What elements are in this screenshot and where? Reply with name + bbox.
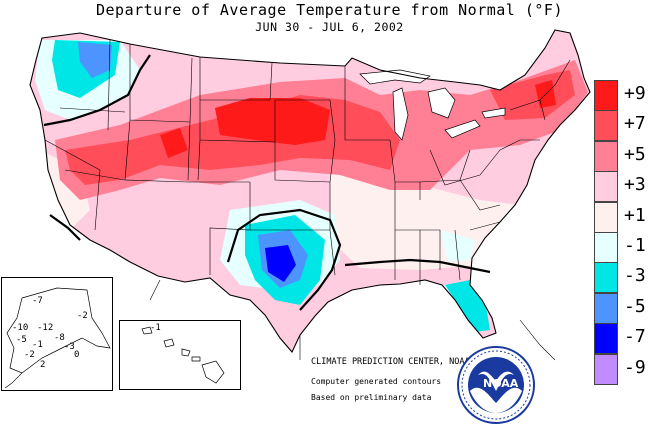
alaska-label: -8: [54, 333, 65, 343]
alaska-label: -3: [64, 342, 75, 352]
map-title: Departure of Average Temperature from No…: [95, 1, 563, 19]
zero-contour-northwest: [43, 54, 151, 127]
legend-row: -3: [594, 262, 656, 294]
fill-plus9-dakotas: [215, 98, 330, 145]
legend-swatch: [594, 80, 618, 111]
legend-label: -5: [624, 295, 646, 317]
legend-label: -7: [624, 326, 646, 348]
credit-center: CLIMATE PREDICTION CENTER, NOAA: [311, 357, 470, 367]
zero-contour-texas: [226, 208, 342, 311]
legend-row: -7: [594, 323, 656, 355]
noaa-logo-icon: [457, 346, 535, 424]
legend-row: +1: [594, 201, 656, 233]
alaska-inset: -7 -10 -12 -8 -5 -1 -3 -2 0 2 -2: [1, 277, 113, 391]
legend-swatch: [594, 292, 618, 324]
lake-huron: [427, 87, 456, 119]
great-lakes: [359, 69, 506, 141]
legend-label: +1: [624, 204, 646, 226]
credit-line2: Based on preliminary data: [311, 393, 432, 402]
fill-plus9-wyoming: [160, 128, 188, 158]
legend-row: +3: [594, 171, 656, 203]
state-boundaries: [44, 39, 571, 285]
zero-contour-california: [49, 214, 81, 241]
alaska-label: -7: [32, 296, 43, 306]
legend-swatch: [594, 323, 618, 355]
alaska-label: -10: [12, 323, 29, 333]
us-outline: [29, 29, 591, 354]
alaska-label: 0: [74, 350, 80, 360]
date-range: JUN 30 - JUL 6, 2002: [255, 20, 404, 34]
credit-line1: Computer generated contours: [311, 377, 442, 386]
fill-minus1-southeast: [440, 230, 475, 262]
alaska-outline: [6, 287, 111, 374]
fill-minus5-northwest: [78, 42, 112, 78]
legend-row: +9: [594, 80, 656, 111]
fill-minus7-texas: [265, 245, 296, 282]
alaska-label: -2: [77, 311, 88, 321]
alaska-label: -1: [32, 340, 43, 350]
legend-swatch: [594, 140, 618, 172]
legend-row: +7: [594, 110, 656, 142]
lake-ontario: [481, 107, 506, 119]
temperature-legend: +9 +7 +5 +3 +1 -1 -3 -5 -7 -9: [594, 80, 656, 385]
legend-label: -3: [624, 265, 646, 287]
noaa-logo: NOAA: [456, 345, 536, 429]
fill-plus7-northeast: [490, 70, 575, 120]
hawaii-map: [141, 326, 225, 384]
zero-contours: [43, 54, 491, 311]
aleutian-chain: [4, 372, 23, 389]
lake-erie: [444, 119, 481, 139]
legend-swatch: [594, 353, 618, 385]
lake-superior: [359, 69, 431, 85]
legend-label: +5: [624, 143, 646, 165]
alaska-label: -5: [16, 335, 27, 345]
hawaii-islands: [141, 326, 225, 384]
noaa-logo-text: NOAA: [483, 377, 519, 390]
legend-label: -1: [624, 234, 646, 256]
alaska-label: -2: [24, 350, 35, 360]
hawaii-label: -1: [150, 323, 161, 333]
alaska-label: -12: [37, 323, 54, 333]
legend-row: -5: [594, 292, 656, 324]
zero-contour-gulf: [344, 258, 491, 274]
legend-label: +7: [624, 113, 646, 135]
alaska-map: [4, 287, 111, 389]
lake-michigan: [392, 87, 409, 141]
legend-swatch: [594, 110, 618, 142]
fill-minus3-florida: [445, 280, 490, 332]
legend-label: +3: [624, 174, 646, 196]
neighbor-borders: [149, 279, 556, 361]
legend-swatch: [594, 171, 618, 203]
alaska-label: 2: [40, 360, 46, 370]
legend-row: +5: [594, 140, 656, 172]
hawaii-inset: -1: [119, 320, 241, 390]
legend-swatch: [594, 231, 618, 263]
legend-swatch: [594, 262, 618, 294]
legend-label: -9: [624, 356, 646, 378]
legend-row: -9: [594, 353, 656, 385]
legend-label: +9: [624, 83, 646, 104]
legend-swatch: [594, 201, 618, 233]
legend-row: -1: [594, 231, 656, 263]
